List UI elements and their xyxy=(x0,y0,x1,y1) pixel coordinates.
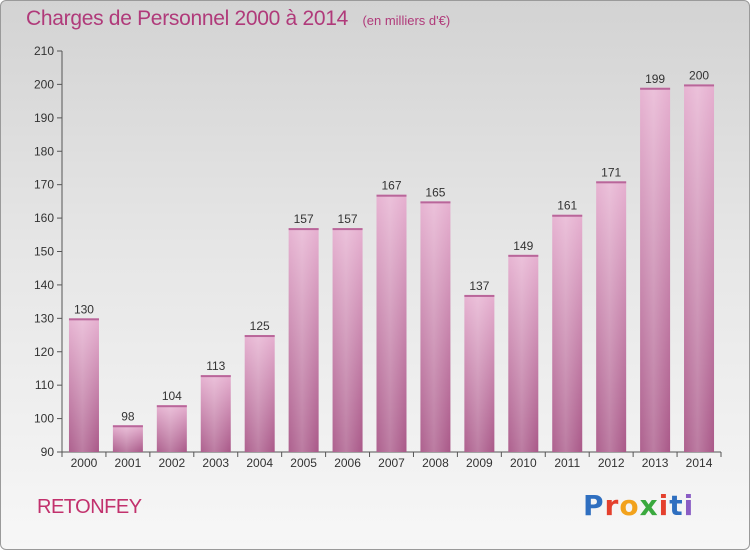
bar-cap xyxy=(332,228,363,231)
bar-highlight xyxy=(200,375,231,452)
y-tick-label: 200 xyxy=(34,77,54,91)
bar-labels: 130 98 104 113 125 157 157 167 165 137 149 161 171 19… xyxy=(74,68,709,423)
bar-highlight xyxy=(288,228,319,452)
bar-cap xyxy=(552,214,583,217)
bar-highlight xyxy=(68,318,99,452)
x-tick-label: 2004 xyxy=(246,456,273,470)
bar-cap xyxy=(596,181,627,184)
y-tick-label: 160 xyxy=(34,211,54,225)
y-tick-label: 110 xyxy=(35,378,54,392)
logo-letter: o xyxy=(619,489,640,522)
bar-cap xyxy=(244,335,275,338)
bar-cap xyxy=(68,318,99,321)
bar-value-label: 98 xyxy=(121,409,135,423)
bar-highlight xyxy=(684,84,715,453)
x-tick-label: 2011 xyxy=(554,456,580,470)
bar-cap xyxy=(112,425,143,428)
bar-cap xyxy=(200,375,231,378)
bar-cap xyxy=(156,405,187,408)
bar-cap xyxy=(376,194,407,197)
bar-value-label: 157 xyxy=(294,212,314,226)
bar-value-label: 125 xyxy=(250,319,270,333)
x-tick-label: 2007 xyxy=(378,456,405,470)
x-tick-label: 2003 xyxy=(202,456,229,470)
bar-cap xyxy=(684,84,715,87)
bar-value-label: 157 xyxy=(338,212,358,226)
logo-letter: P xyxy=(583,489,605,522)
x-tick-label: 2005 xyxy=(290,456,317,470)
y-tick-label: 190 xyxy=(34,111,54,125)
bar-value-label: 137 xyxy=(469,279,489,293)
bar-highlight xyxy=(420,201,451,452)
proxiti-logo: Proxiti xyxy=(583,489,694,522)
y-tick-label: 120 xyxy=(34,345,54,359)
y-tick-label: 170 xyxy=(34,178,54,192)
x-tick-label: 2013 xyxy=(642,456,669,470)
logo-letter: r xyxy=(604,489,620,522)
y-tick-label: 130 xyxy=(34,311,54,325)
x-tick-label: 2008 xyxy=(422,456,449,470)
bar-highlight xyxy=(332,228,363,452)
bar-value-label: 200 xyxy=(689,68,709,82)
y-tick-label: 150 xyxy=(34,245,54,259)
bar-highlight xyxy=(156,405,187,452)
logo-letter: x xyxy=(639,489,659,522)
bar-value-label: 113 xyxy=(206,359,225,373)
y-tick-label: 180 xyxy=(34,144,54,158)
y-tick-label: 210 xyxy=(34,44,54,58)
x-tick-label: 2012 xyxy=(598,456,625,470)
bar-cap xyxy=(640,87,671,90)
bar-highlight xyxy=(508,254,539,452)
bar-highlight xyxy=(376,194,407,453)
x-tick-label: 2001 xyxy=(115,456,142,470)
logo-letter: t xyxy=(669,489,684,522)
bar-value-label: 130 xyxy=(74,302,94,316)
bar-highlight xyxy=(244,335,275,452)
y-tick-label: 90 xyxy=(41,445,55,459)
bar-cap xyxy=(464,294,495,297)
bar-value-label: 161 xyxy=(557,199,577,213)
bar-cap xyxy=(508,254,539,257)
logo-letter: i xyxy=(683,489,695,522)
bar-highlight xyxy=(596,181,627,452)
bar-highlight xyxy=(552,214,583,452)
bar-value-label: 165 xyxy=(425,185,445,199)
x-tick-label: 2014 xyxy=(686,456,713,470)
y-tick-label: 100 xyxy=(34,412,54,426)
bar-highlight xyxy=(112,425,143,452)
chart-title: Charges de Personnel 2000 à 2014 xyxy=(26,7,348,30)
x-tick-label: 2000 xyxy=(71,456,98,470)
title-row: Charges de Personnel 2000 à 2014 (en mil… xyxy=(26,7,450,31)
bar-value-label: 171 xyxy=(601,165,621,179)
y-tick-label: 140 xyxy=(34,278,54,292)
chart-subtitle: (en milliers d'€) xyxy=(362,13,451,28)
x-tick-label: 2002 xyxy=(158,456,185,470)
bar-cap xyxy=(288,228,319,231)
bar-cap xyxy=(420,201,451,204)
bar-value-label: 149 xyxy=(513,239,533,253)
bar-value-label: 199 xyxy=(645,72,665,86)
x-tick-label: 2010 xyxy=(510,456,537,470)
logo-letter: i xyxy=(658,489,670,522)
bars xyxy=(68,84,715,453)
x-tick-label: 2009 xyxy=(466,456,493,470)
bar-highlight xyxy=(640,87,671,452)
bar-value-label: 104 xyxy=(162,389,182,403)
bar-highlight xyxy=(464,294,495,452)
x-tick-label: 2006 xyxy=(334,456,361,470)
bar-value-label: 167 xyxy=(381,179,401,193)
commune-name: RETONFEY xyxy=(37,496,142,518)
